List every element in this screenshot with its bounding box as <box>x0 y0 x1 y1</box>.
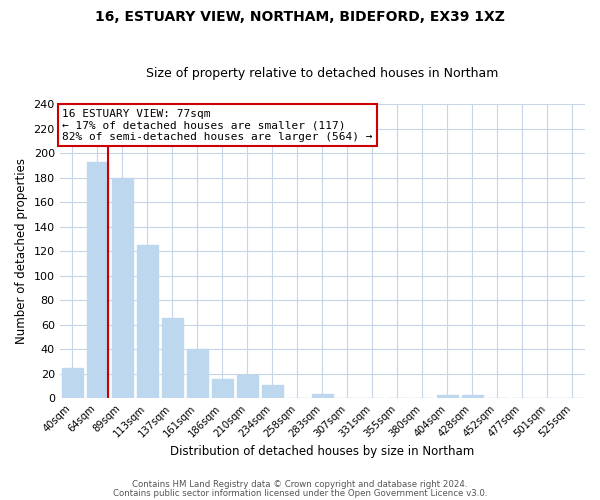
Bar <box>161 318 183 398</box>
Text: Contains public sector information licensed under the Open Government Licence v3: Contains public sector information licen… <box>113 488 487 498</box>
Bar <box>462 395 483 398</box>
Y-axis label: Number of detached properties: Number of detached properties <box>15 158 28 344</box>
Bar <box>86 162 108 398</box>
Bar <box>236 375 258 398</box>
Bar <box>262 385 283 398</box>
Bar <box>62 368 83 398</box>
Title: Size of property relative to detached houses in Northam: Size of property relative to detached ho… <box>146 66 499 80</box>
Bar <box>187 350 208 399</box>
Bar <box>437 395 458 398</box>
Bar <box>212 379 233 398</box>
Text: Contains HM Land Registry data © Crown copyright and database right 2024.: Contains HM Land Registry data © Crown c… <box>132 480 468 489</box>
Text: 16, ESTUARY VIEW, NORTHAM, BIDEFORD, EX39 1XZ: 16, ESTUARY VIEW, NORTHAM, BIDEFORD, EX3… <box>95 10 505 24</box>
X-axis label: Distribution of detached houses by size in Northam: Distribution of detached houses by size … <box>170 444 475 458</box>
Bar <box>112 178 133 398</box>
Bar <box>312 394 333 398</box>
Text: 16 ESTUARY VIEW: 77sqm
← 17% of detached houses are smaller (117)
82% of semi-de: 16 ESTUARY VIEW: 77sqm ← 17% of detached… <box>62 108 373 142</box>
Bar <box>137 245 158 398</box>
